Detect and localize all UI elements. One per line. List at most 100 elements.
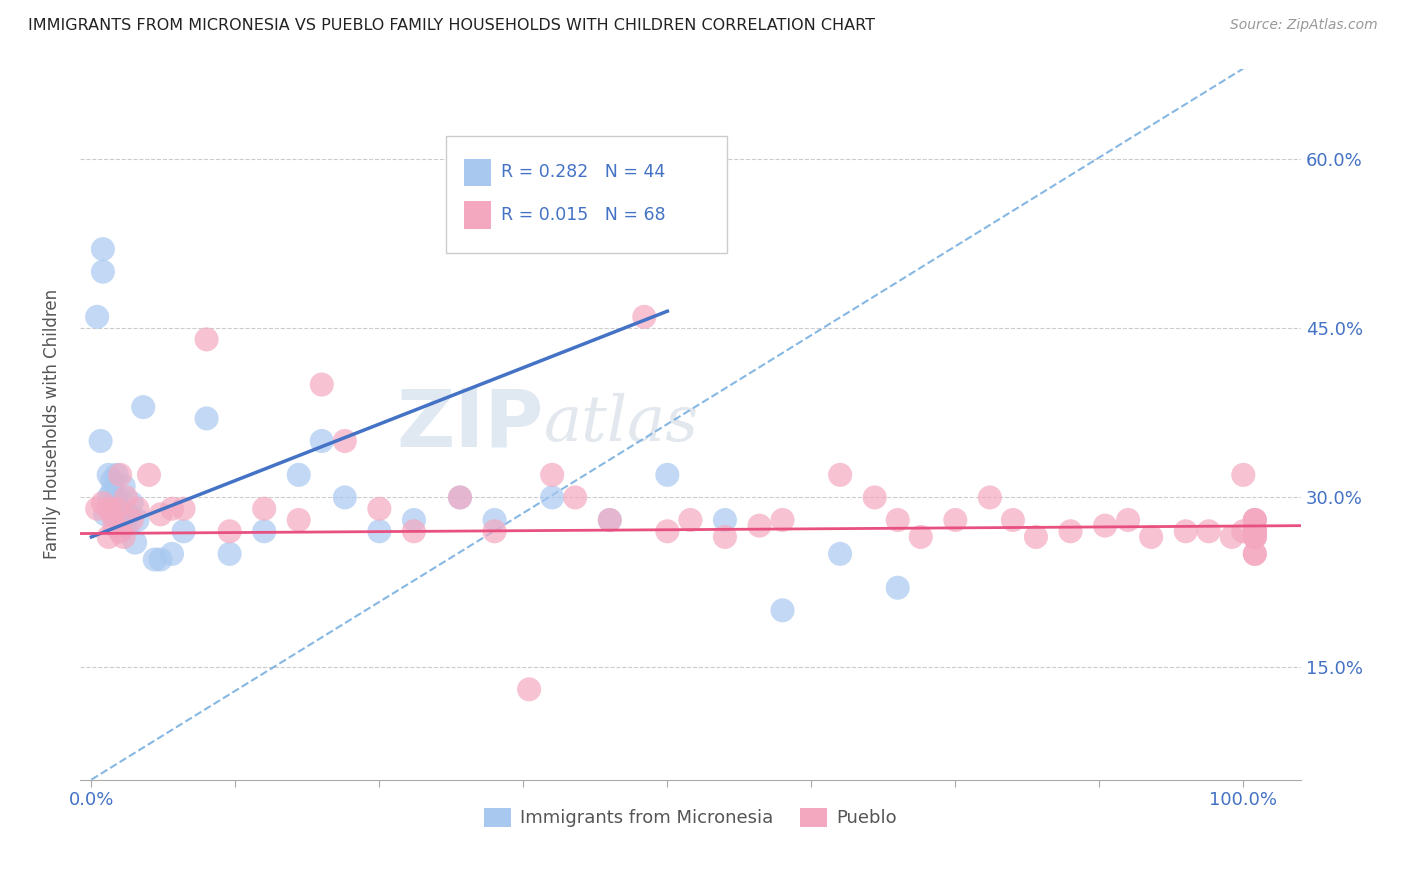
Point [830,547,852,561]
Point [517,682,540,697]
Point [105,491,128,505]
Point [311,377,333,392]
Point [1232,524,1254,539]
Point [103,518,125,533]
Point [124,535,146,549]
Point [1243,524,1265,539]
Point [121,513,143,527]
Text: Source: ZipAtlas.com: Source: ZipAtlas.com [1230,18,1378,32]
Point [101,474,124,488]
Point [1243,524,1265,539]
Point [1243,530,1265,544]
Point [287,513,309,527]
Point [679,513,702,527]
Point [714,513,737,527]
Point [1116,513,1139,527]
Point [117,508,139,522]
FancyBboxPatch shape [446,136,727,253]
Point [108,501,131,516]
Point [1243,547,1265,561]
Point [112,479,135,493]
Point [112,508,135,522]
Point [160,547,183,561]
Point [541,467,564,482]
Text: IMMIGRANTS FROM MICRONESIA VS PUEBLO FAMILY HOUSEHOLDS WITH CHILDREN CORRELATION: IMMIGRANTS FROM MICRONESIA VS PUEBLO FAM… [28,18,875,33]
Point [886,581,908,595]
Point [101,508,124,522]
Point [105,467,128,482]
Point [97,530,120,544]
Point [1198,524,1220,539]
Point [1243,524,1265,539]
Point [149,552,172,566]
Text: R = 0.282   N = 44: R = 0.282 N = 44 [501,163,665,181]
Point [287,467,309,482]
Point [368,501,391,516]
Point [910,530,932,544]
Text: R = 0.015   N = 68: R = 0.015 N = 68 [501,206,666,224]
Point [127,513,149,527]
Point [368,524,391,539]
Point [86,310,108,324]
Text: atlas: atlas [544,393,699,455]
Point [253,501,276,516]
Legend: Immigrants from Micronesia, Pueblo: Immigrants from Micronesia, Pueblo [477,801,904,835]
Point [97,491,120,505]
Point [115,491,138,505]
Point [886,513,908,527]
Point [599,513,621,527]
Point [173,524,195,539]
Point [599,513,621,527]
FancyBboxPatch shape [464,159,491,186]
Point [564,491,586,505]
Point [91,496,114,510]
Point [1243,547,1265,561]
Point [449,491,471,505]
Point [121,496,143,510]
Point [138,467,160,482]
Point [149,508,172,522]
Point [218,547,240,561]
Point [1174,524,1197,539]
Point [484,524,506,539]
Point [657,524,679,539]
Point [748,518,770,533]
Point [94,508,117,522]
Point [112,530,135,544]
Point [772,603,794,617]
Point [402,513,425,527]
Point [1001,513,1024,527]
Point [714,530,737,544]
Point [105,501,128,516]
Point [86,501,108,516]
Point [633,310,655,324]
Point [333,491,356,505]
Point [1243,513,1265,527]
Point [103,496,125,510]
Point [1243,513,1265,527]
Point [253,524,276,539]
Point [173,501,195,516]
Point [91,265,114,279]
Point [1094,518,1116,533]
Point [143,552,166,566]
Point [1243,530,1265,544]
Point [1220,530,1243,544]
Point [772,513,794,527]
Point [90,434,112,448]
Point [1140,530,1163,544]
Point [132,400,155,414]
Point [1059,524,1081,539]
Point [943,513,966,527]
Point [97,501,120,516]
Point [108,524,131,539]
Point [830,467,852,482]
Point [115,518,138,533]
Point [97,467,120,482]
Point [1243,524,1265,539]
Point [1243,513,1265,527]
Point [195,333,218,347]
Point [484,513,506,527]
Y-axis label: Family Households with Children: Family Households with Children [44,289,60,559]
Point [402,524,425,539]
